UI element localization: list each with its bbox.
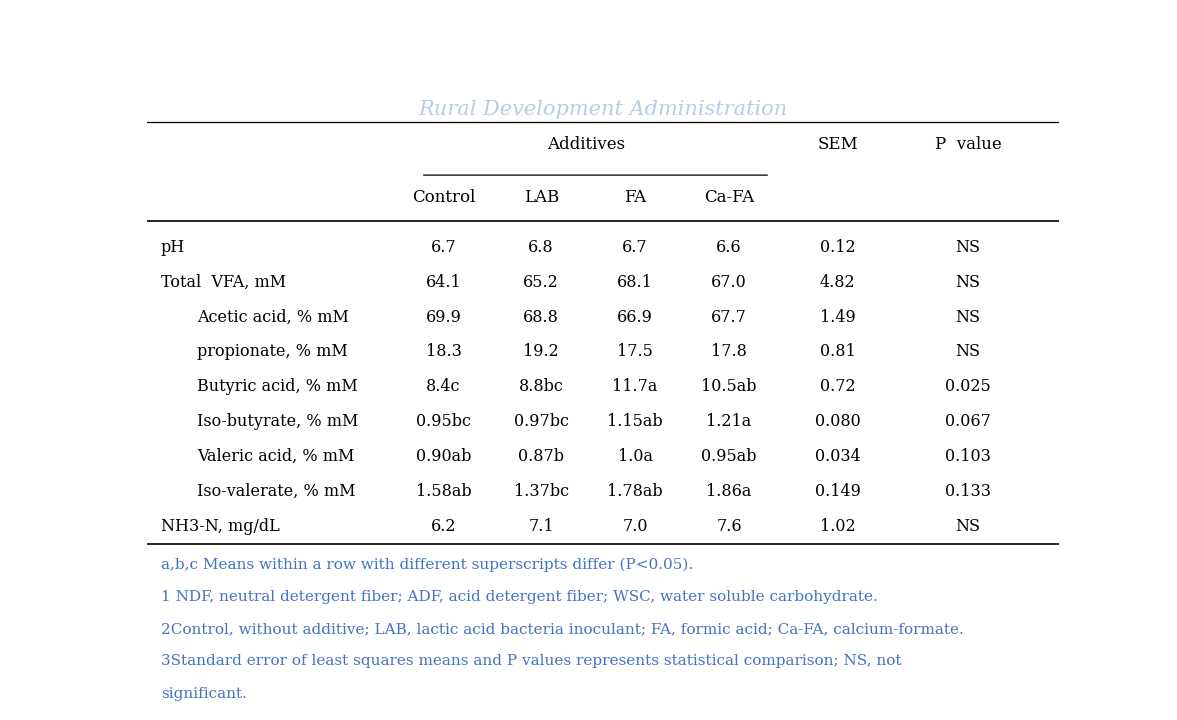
Text: 69.9: 69.9 — [426, 309, 461, 325]
Text: 7.0: 7.0 — [623, 518, 647, 535]
Text: 66.9: 66.9 — [617, 309, 653, 325]
Text: 0.97bc: 0.97bc — [513, 413, 568, 431]
Text: 1.37bc: 1.37bc — [513, 483, 568, 500]
Text: NS: NS — [956, 518, 980, 535]
Text: NS: NS — [956, 238, 980, 256]
Text: 7.6: 7.6 — [717, 518, 742, 535]
Text: NH3-N, mg/dL: NH3-N, mg/dL — [161, 518, 280, 535]
Text: 0.81: 0.81 — [819, 343, 856, 361]
Text: Butyric acid, % mM: Butyric acid, % mM — [198, 379, 358, 395]
Text: 0.72: 0.72 — [820, 379, 856, 395]
Text: 64.1: 64.1 — [426, 274, 461, 291]
Text: 1.02: 1.02 — [820, 518, 856, 535]
Text: 11.7a: 11.7a — [612, 379, 658, 395]
Text: 0.133: 0.133 — [945, 483, 991, 500]
Text: 1.86a: 1.86a — [706, 483, 752, 500]
Text: 7.1: 7.1 — [528, 518, 554, 535]
Text: 10.5ab: 10.5ab — [701, 379, 757, 395]
Text: 0.90ab: 0.90ab — [415, 449, 471, 465]
Text: 0.87b: 0.87b — [518, 449, 564, 465]
Text: 65.2: 65.2 — [524, 274, 559, 291]
Text: a,b,c Means within a row with different superscripts differ (P<0.05).: a,b,c Means within a row with different … — [161, 558, 693, 572]
Text: Ca-FA: Ca-FA — [704, 189, 754, 206]
Text: 67.7: 67.7 — [711, 309, 747, 325]
Text: 1.0a: 1.0a — [618, 449, 652, 465]
Text: 8.8bc: 8.8bc — [519, 379, 564, 395]
Text: 17.5: 17.5 — [617, 343, 653, 361]
Text: FA: FA — [624, 189, 646, 206]
Text: 0.95ab: 0.95ab — [701, 449, 757, 465]
Text: 0.95bc: 0.95bc — [417, 413, 471, 431]
Text: Total  VFA, mM: Total VFA, mM — [161, 274, 286, 291]
Text: 0.12: 0.12 — [820, 238, 856, 256]
Text: 0.149: 0.149 — [814, 483, 860, 500]
Text: Valeric acid, % mM: Valeric acid, % mM — [198, 449, 354, 465]
Text: LAB: LAB — [524, 189, 559, 206]
Text: 0.103: 0.103 — [945, 449, 991, 465]
Text: 67.0: 67.0 — [711, 274, 747, 291]
Text: 6.6: 6.6 — [717, 238, 742, 256]
Text: 4.82: 4.82 — [820, 274, 856, 291]
Text: 0.080: 0.080 — [814, 413, 860, 431]
Text: 68.8: 68.8 — [524, 309, 559, 325]
Text: 6.7: 6.7 — [431, 238, 457, 256]
Text: 1 NDF, neutral detergent fiber; ADF, acid detergent fiber; WSC, water soluble ca: 1 NDF, neutral detergent fiber; ADF, aci… — [161, 590, 878, 604]
Text: P  value: P value — [935, 136, 1002, 153]
Text: 17.8: 17.8 — [711, 343, 747, 361]
Text: 1.15ab: 1.15ab — [607, 413, 663, 431]
Text: Iso-valerate, % mM: Iso-valerate, % mM — [198, 483, 355, 500]
Text: NS: NS — [956, 309, 980, 325]
Text: 0.025: 0.025 — [945, 379, 991, 395]
Text: 0.034: 0.034 — [814, 449, 860, 465]
Text: SEM: SEM — [817, 136, 858, 153]
Text: 1.78ab: 1.78ab — [607, 483, 663, 500]
Text: propionate, % mM: propionate, % mM — [198, 343, 348, 361]
Text: 68.1: 68.1 — [617, 274, 653, 291]
Text: 1.49: 1.49 — [819, 309, 856, 325]
Text: Rural Development Administration: Rural Development Administration — [419, 100, 787, 120]
Text: 6.2: 6.2 — [431, 518, 457, 535]
Text: 8.4c: 8.4c — [426, 379, 461, 395]
Text: 18.3: 18.3 — [426, 343, 461, 361]
Text: 6.8: 6.8 — [528, 238, 554, 256]
Text: Acetic acid, % mM: Acetic acid, % mM — [198, 309, 350, 325]
Text: Iso-butyrate, % mM: Iso-butyrate, % mM — [198, 413, 359, 431]
Text: 1.21a: 1.21a — [706, 413, 752, 431]
Text: 1.58ab: 1.58ab — [415, 483, 472, 500]
Text: 0.067: 0.067 — [945, 413, 991, 431]
Text: pH: pH — [161, 238, 185, 256]
Text: Control: Control — [412, 189, 476, 206]
Text: significant.: significant. — [161, 687, 247, 701]
Text: 2Control, without additive; LAB, lactic acid bacteria inoculant; FA, formic acid: 2Control, without additive; LAB, lactic … — [161, 622, 964, 636]
Text: NS: NS — [956, 343, 980, 361]
Text: NS: NS — [956, 274, 980, 291]
Text: 6.7: 6.7 — [623, 238, 649, 256]
Text: 3Standard error of least squares means and P values represents statistical compa: 3Standard error of least squares means a… — [161, 654, 902, 668]
Text: 19.2: 19.2 — [524, 343, 559, 361]
Text: Additives: Additives — [547, 136, 625, 153]
